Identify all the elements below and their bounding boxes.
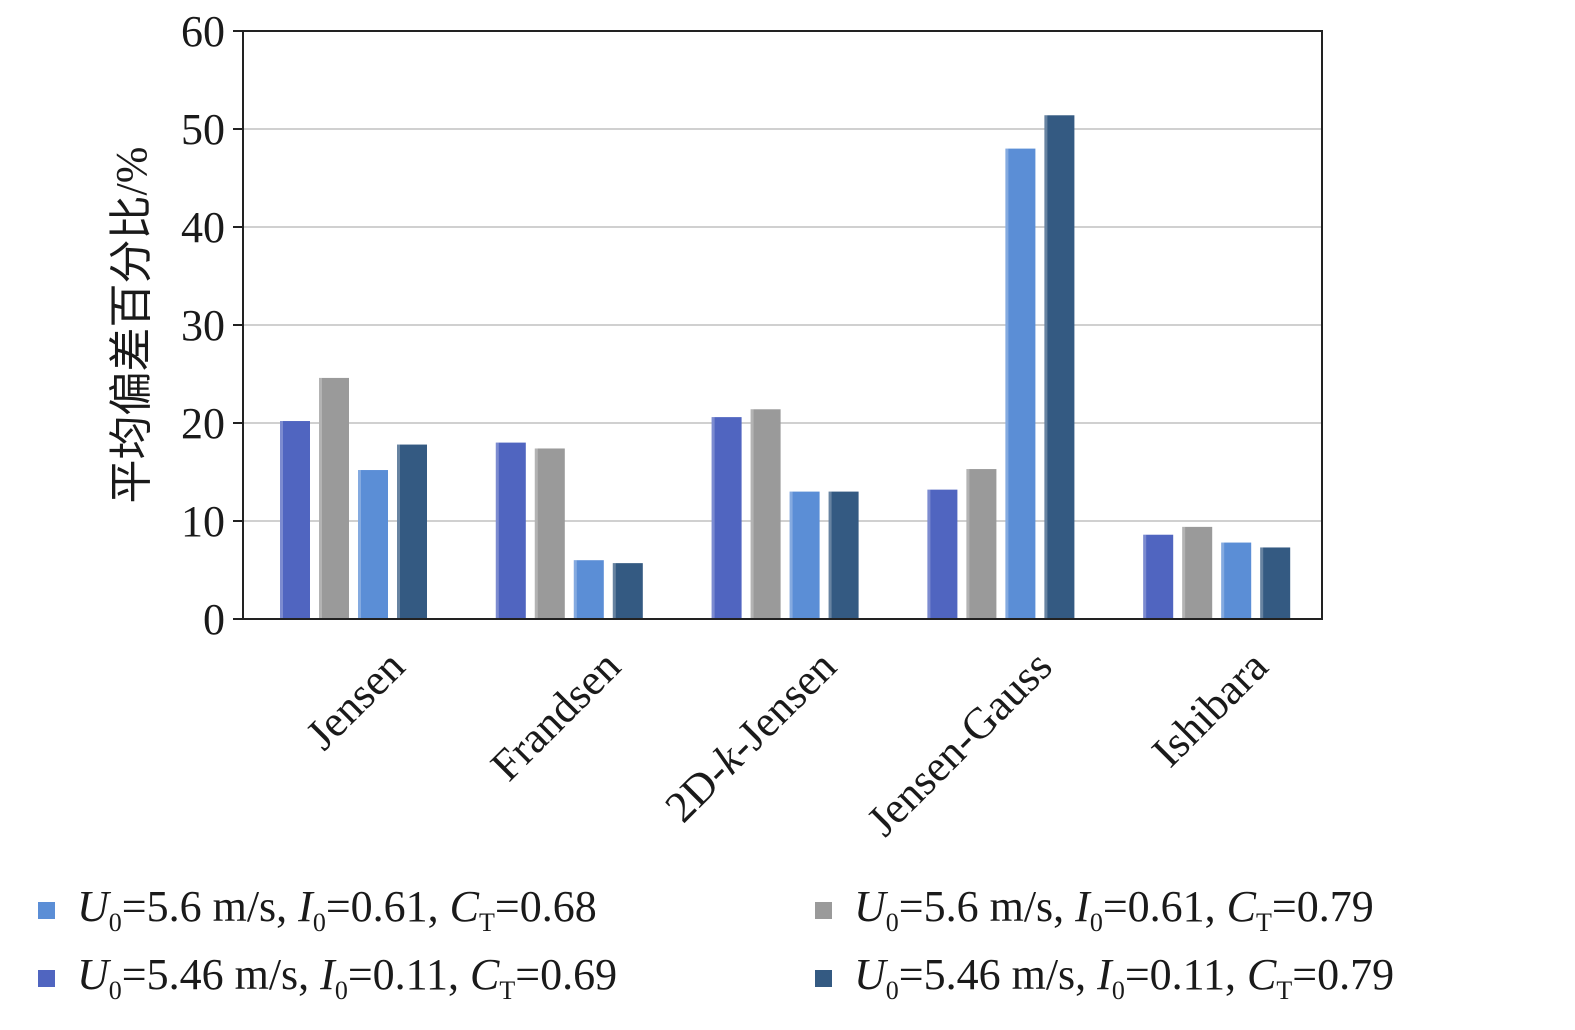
y-tick-label: 30 bbox=[181, 301, 225, 350]
legend-label: U0=5.46 m/s, I0=0.11, CT=0.79 bbox=[854, 949, 1395, 1005]
bar-highlight bbox=[1005, 148, 1009, 619]
legend-label: U0=5.46 m/s, I0=0.11, CT=0.69 bbox=[77, 949, 618, 1005]
y-tick-label: 60 bbox=[181, 7, 225, 56]
bar bbox=[927, 489, 958, 619]
x-category-label: Jensen-Gauss bbox=[857, 641, 1061, 845]
y-axis-label: 平均偏差百分比/% bbox=[107, 147, 156, 504]
bar bbox=[358, 470, 388, 619]
bar-highlight bbox=[534, 448, 538, 619]
bar bbox=[573, 560, 604, 619]
bar bbox=[1044, 115, 1075, 619]
bar-highlight bbox=[397, 444, 400, 619]
y-tick-label: 0 bbox=[203, 595, 225, 644]
legend-label: U0=5.6 m/s, I0=0.61, CT=0.68 bbox=[77, 881, 597, 937]
bar bbox=[828, 491, 859, 619]
legend-label: U0=5.6 m/s, I0=0.61, CT=0.79 bbox=[854, 881, 1374, 937]
legend-item: U0=5.46 m/s, I0=0.11, CT=0.69 bbox=[38, 948, 617, 1008]
bar-highlight bbox=[1143, 534, 1147, 619]
bar bbox=[319, 377, 349, 619]
x-category-label: Ishibara bbox=[1142, 641, 1277, 776]
bar bbox=[789, 491, 820, 619]
bar-highlight bbox=[1221, 542, 1225, 619]
y-tick-label: 20 bbox=[181, 399, 225, 448]
bar bbox=[280, 421, 310, 619]
x-category-label: Jensen bbox=[296, 641, 414, 759]
bar-highlight bbox=[495, 442, 499, 619]
gridlines bbox=[243, 128, 1322, 522]
legend-item: U0=5.6 m/s, I0=0.61, CT=0.79 bbox=[815, 880, 1374, 940]
bar-highlight bbox=[319, 377, 322, 619]
bar-highlight bbox=[1260, 547, 1264, 619]
bar-highlight bbox=[612, 563, 616, 619]
legend-item: U0=5.46 m/s, I0=0.11, CT=0.79 bbox=[815, 948, 1394, 1008]
bar bbox=[534, 448, 565, 619]
bar-highlight bbox=[828, 491, 832, 619]
bar-highlight bbox=[927, 489, 931, 619]
y-tick-label: 10 bbox=[181, 497, 225, 546]
legend-item: U0=5.6 m/s, I0=0.61, CT=0.68 bbox=[38, 880, 597, 940]
bar-highlight bbox=[1044, 115, 1048, 619]
bar-highlight bbox=[711, 417, 715, 619]
bar-highlight bbox=[280, 421, 283, 619]
bar-highlight bbox=[1182, 526, 1186, 619]
x-category-label: Frandsen bbox=[481, 641, 630, 790]
legend: U0=5.6 m/s, I0=0.61, CT=0.68 U0=5.6 m/s,… bbox=[0, 870, 1575, 1020]
bar-highlight bbox=[358, 470, 361, 619]
bar bbox=[1260, 547, 1291, 619]
x-axis-categories: Jensen Frandsen 2D-k-Jensen Jensen-Gauss Ish… bbox=[296, 641, 1277, 845]
legend-swatch bbox=[38, 969, 55, 987]
bar bbox=[1005, 148, 1036, 619]
bar-highlight bbox=[966, 469, 970, 619]
bar bbox=[1143, 534, 1174, 619]
legend-swatch bbox=[815, 901, 832, 919]
legend-swatch bbox=[815, 969, 832, 987]
bar bbox=[750, 409, 781, 619]
bar bbox=[397, 444, 427, 619]
y-tick-label: 50 bbox=[181, 105, 225, 154]
legend-swatch bbox=[38, 901, 55, 919]
bar-highlight bbox=[750, 409, 754, 619]
bar-highlight bbox=[789, 491, 793, 619]
bar bbox=[612, 563, 643, 619]
bar bbox=[1221, 542, 1252, 619]
y-axis-ticks: 0 10 20 30 40 50 60 bbox=[181, 7, 243, 644]
bar bbox=[1182, 526, 1213, 619]
bar-highlight bbox=[573, 560, 577, 619]
bar bbox=[495, 442, 526, 619]
bar bbox=[966, 469, 997, 619]
y-tick-label: 40 bbox=[181, 203, 225, 252]
bar bbox=[711, 417, 742, 619]
x-category-label: 2D-k-Jensen bbox=[656, 641, 846, 831]
bar-chart: 0 10 20 30 40 50 60 Jensen Frandsen 2D-k-Jensen J… bbox=[107, 7, 1323, 845]
bars bbox=[280, 115, 1291, 619]
